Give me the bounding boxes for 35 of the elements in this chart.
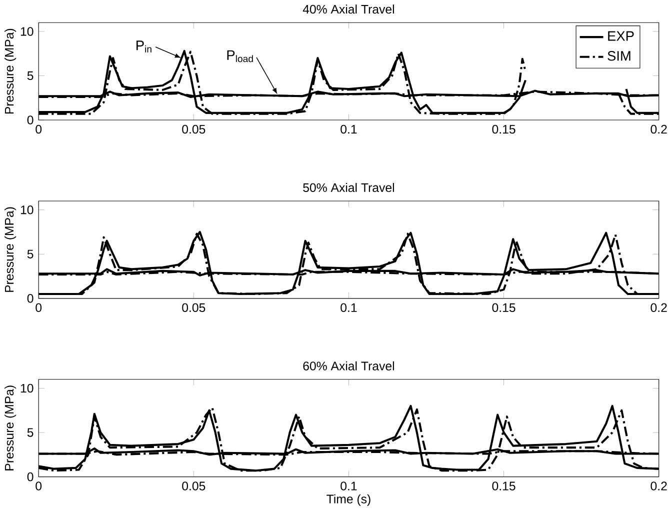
y-tick-label: 10 (20, 384, 34, 392)
y-tick-label: 5 (27, 428, 34, 437)
y-axis-title: Pressure (MPa) (4, 207, 16, 292)
y-tick-label: 5 (27, 71, 34, 80)
y-tick-label: 10 (20, 26, 34, 36)
x-tick-label: 0.1 (340, 481, 357, 490)
y-axis-title: Pressure (MPa) (4, 385, 16, 470)
x-tick-label: 0.15 (492, 303, 516, 312)
chart-title: 50% Axial Travel (303, 182, 394, 192)
chart-title: 60% Axial Travel (303, 361, 394, 370)
y-tick-label: 0 (27, 115, 34, 124)
y-axis-title: Pressure (MPa) (4, 28, 16, 114)
x-axis-title: Time (s) (326, 494, 370, 506)
x-tick-label: 0.2 (650, 481, 667, 490)
x-tick-label: 0 (36, 481, 42, 490)
y-tick-label: 0 (27, 294, 34, 303)
x-tick-label: 0.05 (182, 303, 206, 312)
x-tick-label: 0.05 (182, 124, 206, 134)
x-tick-label: 0.05 (182, 481, 206, 490)
x-tick-label: 0.2 (650, 303, 667, 312)
x-tick-label: 0.15 (492, 124, 516, 134)
y-tick-label: 10 (20, 205, 34, 214)
y-tick-label: 0 (27, 472, 34, 481)
x-tick-label: 0.1 (340, 303, 357, 312)
x-tick-label: 0.2 (650, 124, 667, 134)
x-tick-label: 0 (36, 303, 42, 312)
x-tick-label: 0.1 (340, 124, 357, 134)
y-tick-label: 5 (27, 250, 34, 258)
annotation: P$_{load}$ (227, 50, 253, 62)
chart-title: 40% Axial Travel (302, 4, 394, 14)
annotation: P$_{in}$ (136, 40, 152, 52)
x-tick-label: 0.15 (492, 481, 516, 490)
x-tick-label: 0 (36, 124, 42, 134)
legend-label: SIM (608, 50, 630, 61)
legend-label: EXP (608, 31, 634, 41)
